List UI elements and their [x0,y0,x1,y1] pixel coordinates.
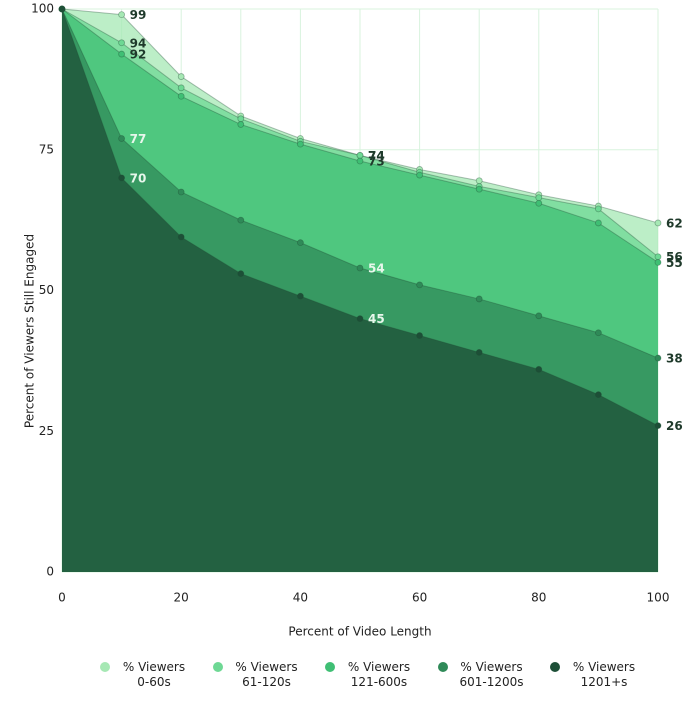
point [177,233,185,241]
point [356,264,364,272]
data-label: 45 [368,312,385,326]
area [62,9,658,572]
data-label: 73 [368,155,385,169]
point [177,188,185,196]
data-label: 74 [368,149,385,163]
point [535,194,543,202]
point [58,5,66,13]
point [237,115,245,123]
point [595,205,602,213]
data-label: 62 [666,216,683,230]
point [475,349,483,356]
point [595,329,602,337]
point [654,219,662,227]
point [535,312,543,320]
legend-item: % Viewers 121-600s [325,660,415,690]
y-tick-label: 0 [46,565,54,579]
legend-marker [212,662,223,672]
point [356,151,364,159]
x-tick-label: 80 [531,591,546,605]
legend-label: % Viewers 601-1200s [459,660,524,689]
legend-item: % Viewers 0-60s [100,660,190,690]
point [475,177,483,185]
point [118,50,125,58]
point [654,354,662,362]
point [177,84,185,92]
legend-label: % Viewers 61-120s [235,660,298,689]
legend-marker [325,662,335,672]
y-tick-label: 25 [39,424,54,438]
point [356,157,364,165]
legend-label: % Viewers 121-600s [347,660,411,689]
point [356,315,364,323]
x-tick-label: 100 [647,591,670,605]
chart: Percent of Viewers Still Engaged Percent… [23,2,683,639]
data-label: 92 [130,48,147,62]
point [296,239,304,247]
point [118,174,125,182]
point [654,258,662,266]
point [475,295,483,303]
point [416,332,424,339]
y-tick-label: 75 [39,142,54,156]
data-label: 94 [130,36,147,50]
x-tick-label: 0 [58,591,66,605]
y-tick-label: 100 [31,2,54,16]
legend-label: % Viewers 1201+s [572,660,636,689]
point [475,185,483,193]
data-label: 70 [130,171,147,185]
data-label: 56 [666,250,683,264]
data-label: 38 [666,352,683,366]
data-label: 77 [130,132,147,146]
point [595,219,602,227]
point [654,422,662,430]
data-label: 55 [666,256,683,270]
point [177,92,185,100]
point [296,292,304,300]
point [416,171,424,179]
x-tick-label: 60 [412,591,427,605]
point [535,199,543,207]
legend: % Viewers 0-60s % Viewers 61-120s % Viewer… [100,660,640,690]
point [416,281,424,289]
point [595,391,602,399]
x-tick-label: 20 [174,591,189,605]
point [654,253,662,261]
y-axis-label: Percent of Viewers Still Engaged [23,234,37,428]
data-label: 54 [368,261,385,275]
legend-item: % Viewers 1201+s [550,660,640,690]
point [296,140,304,148]
legend-item: % Viewers 61-120s [212,660,303,690]
legend-marker [550,662,560,672]
point [118,11,125,19]
x-tick-label: 40 [293,591,308,605]
point [237,270,245,278]
point [118,135,125,142]
point [177,73,185,80]
point [118,39,125,47]
point [237,121,245,128]
data-label: 99 [130,8,147,22]
legend-marker [437,662,448,672]
data-label: 74 [368,149,385,163]
legend-item: % Viewers 601-1200s [437,660,528,690]
point [237,216,245,224]
y-tick-label: 50 [39,283,54,297]
data-label: 26 [666,419,683,433]
x-axis-label: Percent of Video Length [288,625,431,639]
point [535,365,543,373]
legend-label: % Viewers 0-60s [122,660,186,689]
legend-marker [100,662,110,672]
